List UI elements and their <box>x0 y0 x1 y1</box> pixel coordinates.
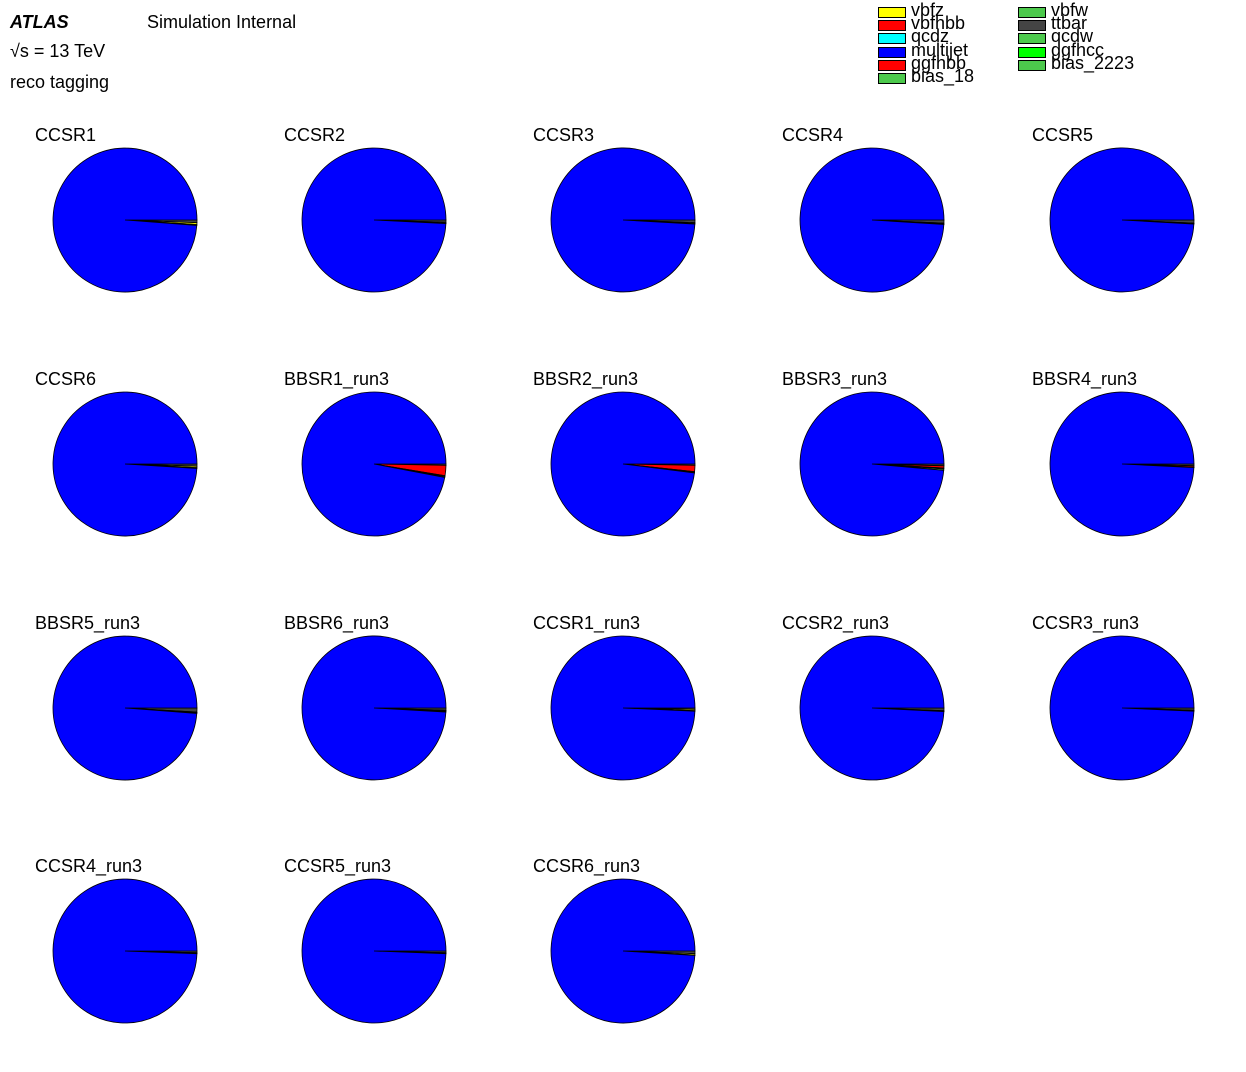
legend-swatch <box>1018 7 1046 18</box>
pie-title: CCSR2 <box>284 125 345 145</box>
legend-swatch <box>1018 46 1046 58</box>
legend-label: multijet <box>911 39 969 60</box>
legend-item: vbfhbb <box>878 14 1078 33</box>
pie-title: CCSR1 <box>35 125 96 145</box>
pie-title: CCSR4_run3 <box>35 856 142 877</box>
legend-item: qcdw <box>1018 27 1218 46</box>
legend-item: multijet <box>878 41 1078 60</box>
legend-item: vbfz <box>878 1 1078 20</box>
pie-chart: BBSR2_run3 <box>533 369 696 537</box>
legend-swatch <box>878 20 906 32</box>
pie-title: CCSR2_run3 <box>782 613 889 634</box>
tagging-label: reco tagging <box>10 72 110 92</box>
pie-chart: BBSR4_run3 <box>1032 369 1195 537</box>
pie-title: CCSR5_run3 <box>284 856 391 877</box>
pie-slice-multijet <box>550 635 696 781</box>
legend-label: bias_18 <box>911 66 975 86</box>
legend-swatch <box>878 7 906 18</box>
pie-title: BBSR6_run3 <box>284 613 389 634</box>
pie-chart: CCSR6 <box>35 369 198 537</box>
pie-title: CCSR3_run3 <box>1032 613 1139 634</box>
pie-slice-multijet <box>52 391 198 537</box>
pie-slice-multijet <box>52 878 198 1024</box>
pie-chart: CCSR4 <box>782 125 945 293</box>
status-label: Simulation Internal <box>147 12 297 32</box>
pie-slice-multijet <box>799 147 945 293</box>
pie-chart: BBSR1_run3 <box>284 369 447 537</box>
pie-title: CCSR6_run3 <box>533 856 640 877</box>
pie-slice-multijet <box>1049 391 1195 537</box>
pie-slice-multijet <box>301 391 447 537</box>
pie-chart: CCSR6_run3 <box>533 856 696 1024</box>
pie-chart: CCSR2_run3 <box>782 613 945 781</box>
pie-slice-multijet <box>301 635 447 781</box>
pie-chart: CCSR5 <box>1032 125 1195 293</box>
pie-slice-multijet <box>52 635 198 781</box>
legend-item: vbfw <box>1018 1 1218 20</box>
legend-item: qcdz <box>878 27 1078 46</box>
pie-slice-multijet <box>550 878 696 1024</box>
pie-chart: CCSR3 <box>533 125 696 293</box>
legend-item: bias_2223 <box>1018 54 1218 73</box>
pie-title: CCSR6 <box>35 369 96 389</box>
legend-swatch <box>1018 59 1046 71</box>
pie-title: BBSR2_run3 <box>533 369 638 390</box>
legend-label: ttbar <box>1051 13 1088 34</box>
legend-item: ggfhcc <box>1018 41 1218 60</box>
legend-label: qcdw <box>1051 26 1094 47</box>
pie-slice-multijet <box>799 391 945 537</box>
pie-slice-multijet <box>550 147 696 293</box>
pie-title: CCSR3 <box>533 125 594 145</box>
legend-label: vbfz <box>911 0 945 20</box>
pie-chart: BBSR6_run3 <box>284 613 447 781</box>
legend-label: ggfhcc <box>1051 39 1105 60</box>
pie-title: BBSR3_run3 <box>782 369 887 390</box>
legend-item: bias_18 <box>878 67 1078 86</box>
legend-swatch <box>1018 33 1046 45</box>
pie-chart: BBSR3_run3 <box>782 369 945 537</box>
pie-title: CCSR5 <box>1032 125 1093 145</box>
pie-slice-multijet <box>301 878 447 1024</box>
legend-label: vbfw <box>1051 0 1089 20</box>
pie-chart: CCSR1_run3 <box>533 613 696 781</box>
legend-swatch <box>878 59 906 71</box>
legend-item: ttbar <box>1018 14 1218 33</box>
pie-chart: CCSR5_run3 <box>284 856 447 1024</box>
energy-label: √s = 13 TeV <box>10 41 105 62</box>
pie-chart: CCSR3_run3 <box>1032 613 1195 781</box>
legend-label: ggfhbb <box>911 52 967 73</box>
legend-item: ggfhbb <box>878 54 1078 73</box>
energy-text: s = 13 TeV <box>19 41 106 61</box>
legend-label: bias_2223 <box>1051 52 1135 73</box>
pie-slice-multijet <box>1049 147 1195 293</box>
pie-chart: BBSR5_run3 <box>35 613 198 781</box>
pie-title: CCSR1_run3 <box>533 613 640 634</box>
legend-label: vbfhbb <box>911 13 966 34</box>
pie-title: CCSR4 <box>782 125 843 145</box>
sqrt-symbol: √ <box>10 41 20 61</box>
pie-chart: CCSR2 <box>284 125 447 293</box>
pie-slice-multijet <box>301 147 447 293</box>
legend-swatch <box>878 33 906 45</box>
legend-swatch <box>878 73 906 84</box>
legend-label: qcdz <box>911 26 950 47</box>
legend-swatch <box>1018 20 1046 32</box>
pie-title: BBSR5_run3 <box>35 613 140 634</box>
pie-chart: CCSR1 <box>35 125 198 293</box>
pie-slice-multijet <box>799 635 945 781</box>
legend-swatch <box>878 46 906 58</box>
atlas-label: ATLAS <box>10 12 69 32</box>
pie-slice-multijet <box>550 391 696 537</box>
pie-title: BBSR4_run3 <box>1032 369 1137 390</box>
pie-slice-multijet <box>52 147 198 293</box>
pie-title: BBSR1_run3 <box>284 369 389 390</box>
pie-slice-multijet <box>1049 635 1195 781</box>
pie-chart: CCSR4_run3 <box>35 856 198 1024</box>
